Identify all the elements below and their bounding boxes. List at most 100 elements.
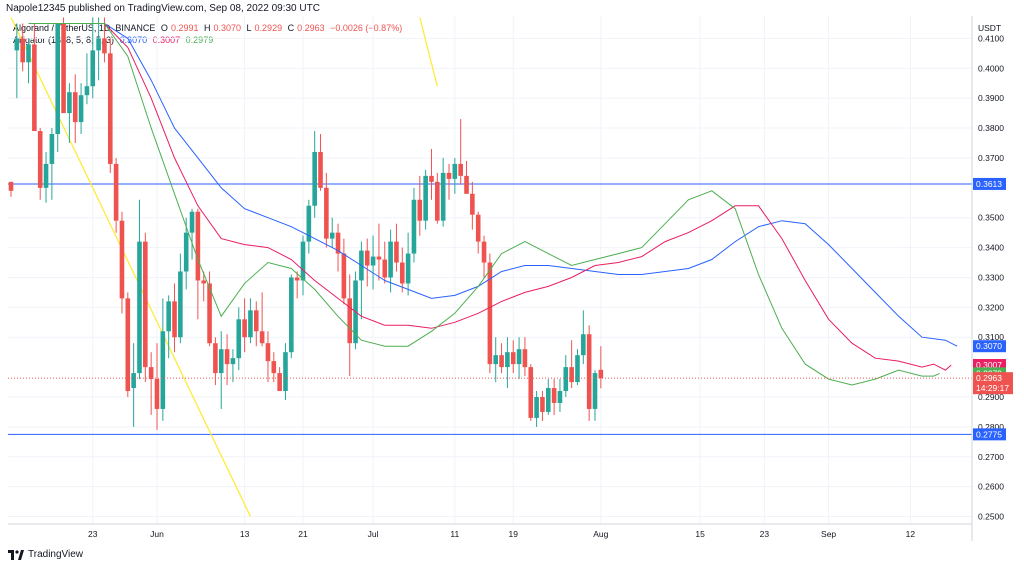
candle[interactable]: [528, 364, 534, 421]
candle[interactable]: [131, 343, 136, 427]
candle[interactable]: [324, 172, 329, 248]
symbol-name[interactable]: Algorand / TetherUS, 1D, BINANCE: [13, 23, 156, 33]
candle[interactable]: [370, 235, 376, 290]
candle[interactable]: [487, 253, 493, 374]
candle[interactable]: [32, 23, 37, 132]
candle[interactable]: [20, 23, 25, 72]
candle[interactable]: [289, 274, 294, 359]
candle[interactable]: [411, 187, 417, 263]
candle[interactable]: [242, 298, 247, 353]
candle[interactable]: [569, 340, 574, 389]
candle[interactable]: [72, 74, 78, 143]
candle[interactable]: [294, 271, 300, 299]
candle[interactable]: [551, 379, 557, 415]
candle[interactable]: [248, 298, 253, 344]
candle[interactable]: [475, 211, 481, 254]
candle[interactable]: [505, 337, 510, 389]
candle[interactable]: [452, 157, 458, 194]
candle[interactable]: [557, 379, 563, 412]
candle[interactable]: [113, 157, 119, 233]
candle[interactable]: [493, 337, 499, 383]
candle[interactable]: [399, 247, 405, 293]
candle[interactable]: [382, 241, 388, 284]
candle[interactable]: [143, 232, 148, 383]
candle[interactable]: [166, 295, 171, 359]
candle[interactable]: [178, 253, 183, 344]
candle[interactable]: [119, 211, 125, 314]
candle[interactable]: [102, 17, 107, 63]
candle[interactable]: [575, 349, 580, 386]
candle[interactable]: [312, 131, 317, 218]
candle[interactable]: [540, 391, 545, 421]
candle[interactable]: [510, 340, 516, 374]
candle[interactable]: [172, 283, 177, 353]
candle[interactable]: [417, 175, 423, 236]
candle[interactable]: [78, 83, 84, 135]
candle[interactable]: [125, 292, 131, 397]
candle[interactable]: [534, 391, 539, 427]
candle[interactable]: [329, 217, 335, 248]
trendline[interactable]: [419, 17, 438, 87]
candle[interactable]: [84, 53, 90, 105]
candle[interactable]: [429, 148, 434, 200]
candle[interactable]: [499, 343, 504, 374]
candle[interactable]: [49, 128, 55, 200]
candle[interactable]: [14, 23, 20, 99]
candle[interactable]: [458, 119, 463, 185]
candle[interactable]: [516, 337, 522, 380]
candle[interactable]: [271, 352, 277, 383]
candle[interactable]: [446, 163, 452, 200]
candle[interactable]: [160, 298, 166, 421]
alligator-teeth-line[interactable]: [28, 23, 952, 371]
candle[interactable]: [137, 199, 142, 380]
candle[interactable]: [96, 17, 101, 81]
candle[interactable]: [236, 307, 242, 371]
candle[interactable]: [545, 379, 551, 415]
candle[interactable]: [253, 301, 259, 347]
candle[interactable]: [230, 349, 236, 383]
candle[interactable]: [37, 128, 43, 200]
candle[interactable]: [300, 235, 306, 296]
candle[interactable]: [563, 355, 569, 397]
candle[interactable]: [154, 343, 160, 430]
candle[interactable]: [26, 38, 31, 84]
candle[interactable]: [335, 223, 341, 272]
candle[interactable]: [67, 83, 72, 143]
candle[interactable]: [55, 23, 61, 152]
candle[interactable]: [318, 134, 323, 191]
candle[interactable]: [394, 223, 399, 272]
candle[interactable]: [218, 331, 224, 409]
candle[interactable]: [341, 238, 347, 305]
candle[interactable]: [522, 337, 528, 377]
candle[interactable]: [364, 238, 370, 287]
alligator-jaw-line[interactable]: [28, 23, 958, 347]
candle[interactable]: [207, 271, 212, 347]
alligator-lips-line[interactable]: [28, 23, 940, 386]
candle[interactable]: [586, 325, 592, 421]
trendline[interactable]: [10, 17, 252, 517]
candle[interactable]: [201, 271, 207, 302]
candle[interactable]: [581, 310, 586, 365]
candle[interactable]: [283, 343, 288, 400]
candle[interactable]: [388, 229, 393, 293]
candle[interactable]: [195, 208, 201, 320]
candle[interactable]: [306, 199, 312, 254]
candle[interactable]: [90, 17, 96, 99]
candle[interactable]: [598, 346, 604, 389]
candle[interactable]: [224, 334, 230, 386]
candle[interactable]: [107, 38, 113, 173]
candle[interactable]: [481, 235, 487, 278]
candle[interactable]: [8, 181, 14, 197]
candle[interactable]: [423, 169, 428, 230]
candle[interactable]: [405, 232, 411, 296]
candle[interactable]: [183, 217, 189, 290]
candle[interactable]: [376, 223, 382, 281]
candle[interactable]: [43, 151, 49, 203]
candle[interactable]: [435, 172, 440, 224]
candle[interactable]: [277, 367, 282, 392]
candle[interactable]: [189, 208, 195, 260]
candle[interactable]: [265, 331, 271, 383]
candle[interactable]: [440, 157, 446, 227]
candle[interactable]: [470, 181, 475, 230]
